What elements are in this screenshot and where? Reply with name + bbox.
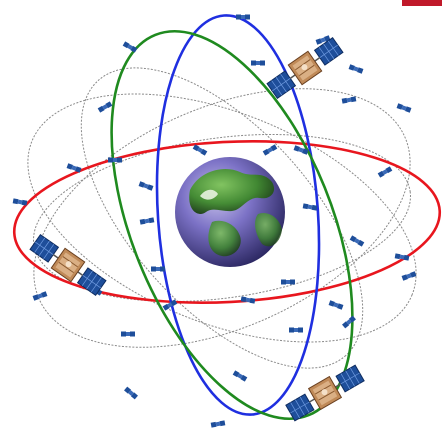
orbit-red [12, 140, 442, 304]
small-satellite-icon [341, 96, 357, 104]
small-satellite-icon [12, 198, 28, 206]
orbit-gray-2 [27, 93, 417, 343]
small-satellite-icon [251, 60, 265, 66]
earth-globe [175, 157, 285, 267]
small-satellite-icon [289, 327, 303, 333]
small-satellite-icon [302, 203, 318, 211]
small-satellite-icon [236, 14, 250, 20]
small-satellite-icon [328, 300, 344, 310]
small-satellite-icon [97, 101, 113, 113]
small-satellite-icon [66, 163, 82, 173]
small-satellite-icon [281, 279, 295, 285]
orbit-blue [155, 14, 321, 416]
small-satellite-icon [293, 145, 309, 155]
small-satellite-icon [348, 64, 364, 74]
orbit-green [110, 29, 354, 421]
small-satellite-icon [124, 386, 138, 400]
small-satellite-icon [108, 157, 122, 163]
large-satellite-icon [285, 364, 365, 422]
small-satellite-icon [192, 144, 208, 156]
small-satellite-icon [262, 144, 278, 156]
small-satellite-icon [240, 296, 256, 304]
small-satellite-icon [232, 370, 248, 382]
small-satellite-icon [349, 235, 365, 247]
large-satellite-icon [266, 36, 344, 100]
small-satellite-icon [121, 331, 135, 337]
small-satellite-icon [151, 266, 165, 272]
small-satellite-icon [342, 315, 356, 329]
small-satellite-icon [32, 291, 48, 301]
small-satellite-icon [210, 420, 226, 428]
orbit-gray-1 [33, 88, 411, 348]
small-satellite-icon [394, 253, 410, 261]
small-satellite-icon [377, 166, 393, 178]
small-satellite-icon [138, 181, 154, 191]
large-satellite-icon [29, 233, 107, 297]
corner-mark [402, 0, 442, 6]
small-satellite-icon [401, 271, 417, 281]
small-satellite-icon [139, 217, 155, 225]
small-satellite-icon [162, 299, 178, 311]
small-satellite-icon [122, 41, 138, 53]
orbit-gray-4 [80, 67, 364, 369]
small-satellite-icon [396, 103, 412, 113]
